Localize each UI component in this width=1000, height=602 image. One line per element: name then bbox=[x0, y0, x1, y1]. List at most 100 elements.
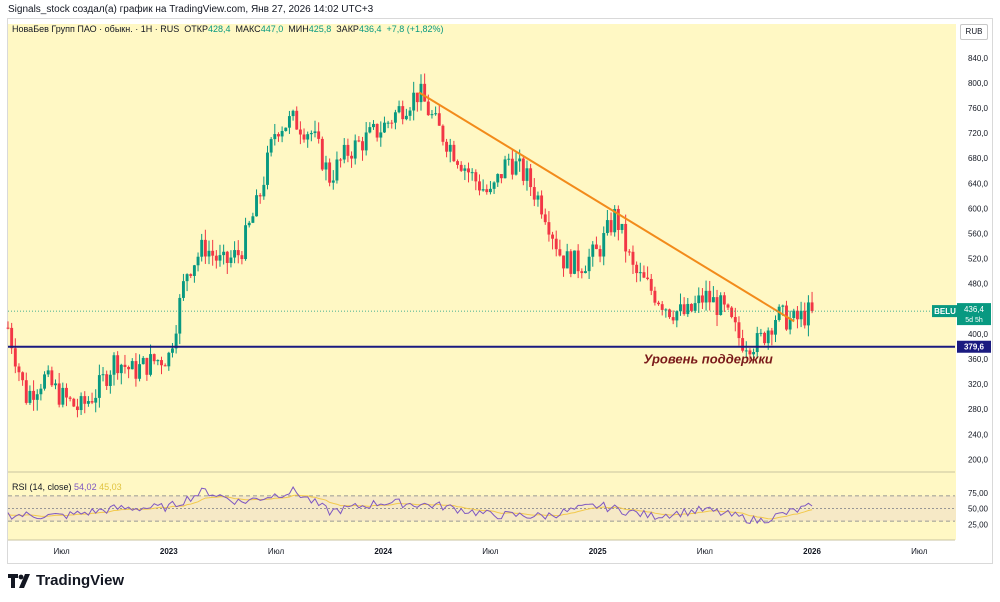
candle-body bbox=[174, 333, 178, 349]
candle-body bbox=[189, 274, 193, 276]
candle-body bbox=[558, 249, 562, 256]
candle-body bbox=[393, 112, 397, 123]
candle-body bbox=[565, 251, 569, 269]
time-axis-label-0: Июл bbox=[53, 547, 70, 556]
candle-body bbox=[711, 297, 715, 303]
time-axis-label-2: Июл bbox=[268, 547, 285, 556]
candle-body bbox=[719, 295, 723, 315]
price-axis-tick-14: 240,0 bbox=[968, 430, 989, 439]
ticker-label: BELU bbox=[934, 307, 956, 316]
tradingview-logo[interactable]: TradingView bbox=[8, 572, 124, 589]
candle-body bbox=[587, 256, 591, 272]
candle-body bbox=[795, 310, 799, 320]
candle-body bbox=[430, 114, 434, 116]
last-price-badge bbox=[957, 303, 991, 326]
close-label: ЗАКР bbox=[336, 24, 359, 34]
candle-body bbox=[799, 310, 803, 320]
candle-body bbox=[748, 350, 752, 355]
candle-body bbox=[631, 251, 635, 265]
candle-body bbox=[726, 304, 730, 308]
candle-body bbox=[339, 159, 343, 161]
price-axis-tick-8: 520,0 bbox=[968, 255, 989, 264]
rsi-title: RSI (14, close) bbox=[12, 482, 72, 492]
candle-body bbox=[488, 188, 492, 193]
price-axis-tick-0: 840,0 bbox=[968, 54, 989, 63]
open-label: ОТКР bbox=[184, 24, 208, 34]
time-axis-label-5: 2025 bbox=[589, 547, 607, 556]
tradingview-logo-icon bbox=[8, 573, 30, 588]
price-axis-tick-1: 800,0 bbox=[968, 79, 989, 88]
candle-body bbox=[741, 338, 745, 351]
candle-body bbox=[75, 406, 79, 411]
candle-body bbox=[679, 304, 682, 312]
candle-body bbox=[302, 134, 306, 140]
candle-body bbox=[525, 168, 529, 181]
candle-body bbox=[108, 374, 112, 386]
candle-body bbox=[580, 271, 584, 274]
candle-body bbox=[529, 168, 533, 188]
price-axis-tick-10: 400,0 bbox=[968, 330, 989, 339]
candle-body bbox=[247, 222, 251, 226]
candle-body bbox=[138, 364, 142, 379]
candle-body bbox=[609, 220, 613, 233]
chart-credit: Signals_stock создал(а) график на Tradin… bbox=[8, 4, 374, 15]
candle-body bbox=[763, 332, 766, 344]
low-label: МИН bbox=[288, 24, 309, 34]
candle-body bbox=[350, 155, 354, 159]
candle-body bbox=[573, 250, 576, 274]
price-axis-tick-4: 680,0 bbox=[968, 154, 989, 163]
rsi-ma-value: 45,03 bbox=[99, 482, 122, 492]
candle-body bbox=[163, 365, 167, 367]
candle-body bbox=[266, 152, 269, 185]
price-axis-tick-9: 480,0 bbox=[968, 280, 989, 289]
candle-body bbox=[441, 125, 445, 142]
candle-body bbox=[50, 370, 54, 386]
high-value: 447,0 bbox=[260, 24, 284, 34]
candle-body bbox=[375, 123, 379, 138]
candle-body bbox=[94, 397, 98, 403]
candle-body bbox=[119, 364, 123, 374]
candle-body bbox=[649, 278, 653, 291]
candle-body bbox=[65, 387, 68, 398]
candle-body bbox=[554, 238, 558, 250]
candle-body bbox=[551, 234, 555, 239]
price-axis-tick-11: 360,0 bbox=[968, 355, 989, 364]
candle-body bbox=[130, 361, 134, 370]
candle-body bbox=[675, 311, 679, 321]
candle-body bbox=[452, 144, 456, 162]
candle-body bbox=[390, 122, 394, 124]
candle-body bbox=[576, 250, 580, 272]
candle-body bbox=[423, 83, 427, 102]
tradingview-brand: TradingView bbox=[36, 572, 125, 589]
candle-body bbox=[335, 159, 339, 181]
price-axis-tick-6: 600,0 bbox=[968, 204, 989, 213]
change-value: +7,8 (+1,82%) bbox=[386, 24, 444, 34]
candle-body bbox=[635, 264, 639, 274]
candle-body bbox=[401, 106, 405, 120]
candle-body bbox=[657, 302, 661, 305]
candle-body bbox=[145, 357, 149, 375]
candle-body bbox=[309, 133, 313, 135]
candle-body bbox=[514, 161, 518, 175]
time-axis-label-3: 2024 bbox=[374, 547, 392, 556]
candle-body bbox=[54, 383, 57, 386]
candle-body bbox=[752, 352, 756, 355]
close-value: 436,4 bbox=[358, 24, 382, 34]
candle-body bbox=[613, 208, 617, 233]
candle-body bbox=[123, 364, 127, 367]
candle-body bbox=[463, 168, 467, 171]
candle-body bbox=[251, 216, 255, 223]
support-price-badge bbox=[957, 340, 991, 353]
candle-body bbox=[474, 172, 478, 182]
candle-body bbox=[642, 272, 646, 278]
candle-body bbox=[346, 144, 350, 156]
candle-body bbox=[287, 116, 291, 128]
candle-body bbox=[722, 295, 726, 305]
candle-body bbox=[320, 138, 324, 170]
candle-body bbox=[86, 401, 90, 404]
currency-button[interactable]: RUB bbox=[960, 24, 988, 40]
candle-body bbox=[697, 295, 701, 304]
candle-body bbox=[97, 375, 101, 398]
candle-body bbox=[192, 265, 196, 276]
